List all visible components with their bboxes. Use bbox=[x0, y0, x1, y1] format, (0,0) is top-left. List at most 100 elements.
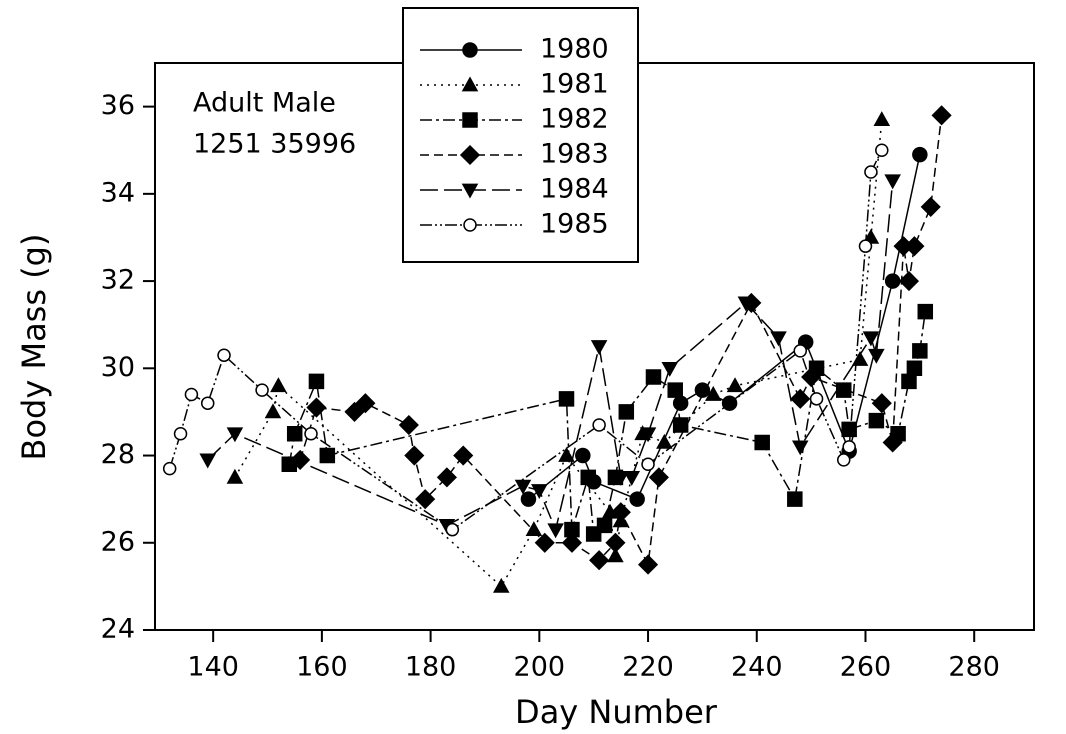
annotation: 1251 35996 bbox=[193, 129, 356, 160]
marker bbox=[629, 491, 645, 507]
marker bbox=[355, 393, 376, 414]
marker bbox=[436, 467, 457, 488]
marker bbox=[835, 382, 852, 398]
marker bbox=[667, 382, 683, 398]
series-line bbox=[234, 119, 883, 588]
y-tick-label: 24 bbox=[101, 614, 135, 645]
x-tick-label: 160 bbox=[296, 652, 348, 683]
marker bbox=[612, 470, 630, 486]
marker bbox=[912, 343, 928, 359]
marker bbox=[534, 532, 555, 553]
marker bbox=[558, 446, 575, 462]
marker bbox=[255, 383, 269, 397]
y-tick-label: 30 bbox=[101, 352, 135, 383]
marker bbox=[547, 523, 564, 539]
series-line bbox=[288, 311, 927, 536]
x-tick-label: 200 bbox=[514, 652, 566, 683]
marker bbox=[858, 239, 873, 253]
legend-marker bbox=[461, 183, 479, 199]
marker bbox=[623, 470, 641, 486]
marker bbox=[226, 468, 244, 484]
legend-label: 1984 bbox=[540, 174, 609, 205]
marker bbox=[319, 447, 336, 464]
marker bbox=[882, 432, 903, 453]
marker bbox=[596, 517, 613, 534]
marker bbox=[525, 521, 543, 537]
marker bbox=[575, 447, 591, 464]
marker bbox=[564, 521, 580, 538]
marker bbox=[558, 391, 575, 407]
marker bbox=[912, 146, 928, 163]
marker bbox=[618, 404, 635, 420]
marker bbox=[770, 331, 787, 347]
marker bbox=[661, 361, 679, 377]
marker bbox=[264, 403, 282, 419]
marker bbox=[592, 418, 606, 432]
legend-label: 1981 bbox=[540, 69, 609, 100]
x-tick-label: 220 bbox=[622, 652, 674, 683]
marker bbox=[884, 174, 901, 190]
y-tick-label: 28 bbox=[101, 439, 135, 470]
marker bbox=[836, 453, 851, 467]
legend-marker bbox=[459, 144, 481, 166]
y-tick-label: 26 bbox=[101, 526, 135, 557]
marker bbox=[862, 331, 880, 347]
x-tick-label: 260 bbox=[840, 652, 892, 683]
marker bbox=[868, 348, 885, 364]
x-tick-label: 180 bbox=[405, 652, 457, 683]
marker bbox=[864, 165, 878, 179]
marker bbox=[286, 425, 303, 442]
marker bbox=[787, 491, 803, 507]
marker bbox=[580, 469, 596, 486]
marker bbox=[492, 577, 510, 593]
marker bbox=[415, 489, 436, 510]
marker bbox=[637, 554, 659, 575]
marker bbox=[920, 196, 941, 217]
marker bbox=[884, 273, 901, 289]
y-axis-title: Body Mass (g) bbox=[15, 234, 53, 461]
marker bbox=[645, 369, 662, 385]
y-tick-label: 34 bbox=[101, 177, 135, 208]
marker bbox=[917, 303, 934, 320]
marker bbox=[531, 484, 548, 499]
marker bbox=[184, 387, 199, 402]
marker bbox=[304, 426, 318, 441]
legend-label: 1985 bbox=[540, 209, 609, 240]
marker bbox=[841, 421, 857, 438]
marker bbox=[737, 296, 755, 312]
marker bbox=[809, 392, 824, 406]
legend-marker bbox=[462, 42, 478, 58]
legend-marker bbox=[463, 218, 477, 232]
marker bbox=[754, 434, 770, 451]
marker bbox=[162, 461, 177, 476]
marker bbox=[270, 377, 287, 393]
marker bbox=[842, 440, 856, 454]
series-line bbox=[168, 149, 883, 531]
legend-label: 1983 bbox=[540, 139, 609, 170]
marker bbox=[520, 491, 537, 507]
marker bbox=[793, 344, 808, 358]
marker bbox=[173, 426, 188, 441]
y-tick-label: 36 bbox=[101, 90, 135, 121]
marker bbox=[590, 340, 608, 356]
marker bbox=[871, 393, 892, 414]
legend-label: 1980 bbox=[540, 34, 609, 65]
marker bbox=[641, 457, 655, 472]
marker bbox=[445, 522, 460, 537]
marker bbox=[705, 385, 722, 401]
marker bbox=[308, 373, 325, 390]
marker bbox=[790, 388, 811, 409]
marker bbox=[656, 433, 673, 449]
marker bbox=[639, 427, 657, 443]
series-layer bbox=[162, 105, 952, 593]
marker bbox=[226, 427, 244, 443]
marker bbox=[898, 271, 920, 292]
annotation: Adult Male bbox=[193, 88, 336, 119]
marker bbox=[904, 236, 925, 257]
marker bbox=[404, 445, 425, 466]
marker bbox=[791, 440, 809, 456]
x-tick-label: 280 bbox=[948, 652, 1000, 683]
marker bbox=[199, 453, 217, 469]
legend-marker bbox=[462, 112, 478, 128]
